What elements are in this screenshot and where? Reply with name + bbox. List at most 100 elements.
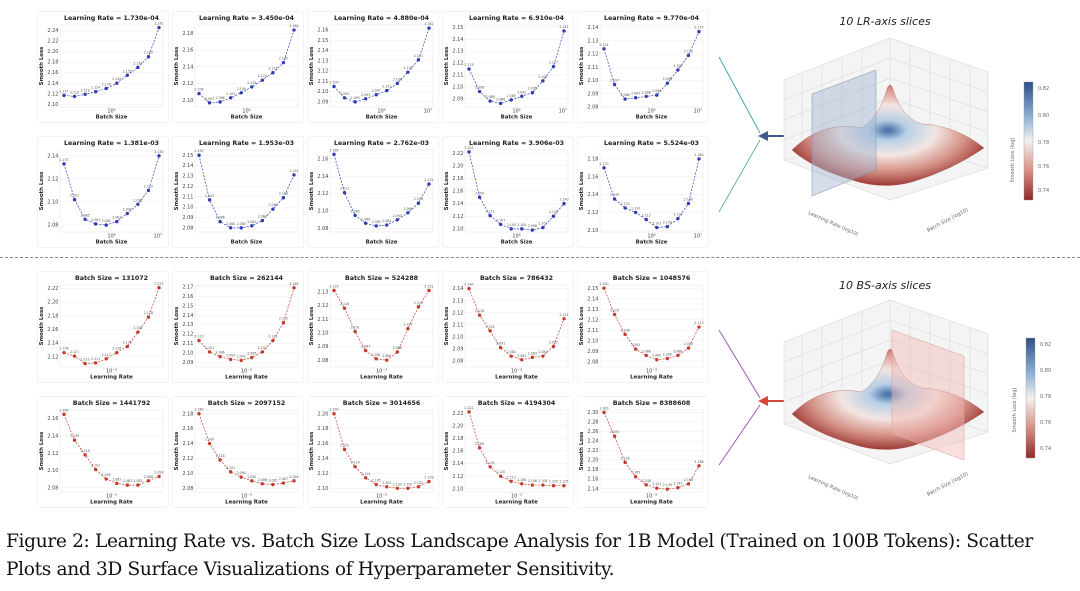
data-label: 2.222: [464, 406, 473, 410]
y-tick-label: 2.13: [587, 307, 598, 313]
chart-title: Batch Size = 786432: [480, 275, 553, 282]
data-point: [644, 94, 648, 99]
y-axis-label: Smooth Loss: [174, 47, 180, 86]
bs-connector-bottom: [718, 404, 761, 466]
data-point: [686, 482, 691, 486]
y-tick-label: 2.20: [317, 411, 328, 417]
data-point: [218, 100, 222, 104]
data-point: [197, 338, 201, 343]
svg-text:Smooth Loss (log): Smooth Loss (log): [1012, 387, 1018, 432]
data-point: [488, 99, 492, 103]
svg-text:0.82: 0.82: [1038, 86, 1049, 92]
data-label: 2.092: [549, 341, 558, 345]
data-point: [686, 346, 691, 350]
data-point: [406, 70, 410, 74]
x-tick-label: 10⁻³: [241, 494, 252, 500]
series-line: [63, 414, 160, 486]
data-point: [602, 410, 606, 415]
x-tick-label: 10⁶: [242, 109, 250, 115]
data-label: 2.092: [517, 90, 526, 94]
chart-svg: Learning Rate = 4.880e-042.092.102.112.1…: [309, 15, 434, 121]
bs-section-title: 10 BS-axis slices: [839, 279, 931, 292]
chart-svg: Batch Size = 1441792 2.08 2.10 2.12 2.14 2.16…: [39, 400, 164, 506]
data-point: [292, 286, 296, 290]
y-tick-label: 2.22: [452, 151, 463, 157]
y-tick-label: 2.15: [182, 153, 193, 159]
y-tick-label: 2.12: [47, 176, 58, 182]
data-label: 2.155: [123, 69, 132, 73]
svg-text:0.74: 0.74: [1040, 446, 1051, 452]
y-tick-label: 2.10: [317, 330, 328, 336]
y-tick-label: 2.10: [182, 350, 193, 356]
series-line: [468, 411, 564, 487]
data-label: 2.135: [70, 434, 79, 438]
chart-title: Learning Rate = 6.910e-04: [469, 15, 565, 22]
plot-area: [329, 24, 434, 108]
data-point: [146, 479, 151, 483]
data-point: [644, 353, 648, 358]
chart-svg: Batch Size = 786432 2.08 2.09 2.10 2.11 2.12 2…: [444, 275, 569, 381]
data-point: [602, 47, 606, 51]
data-point: [427, 182, 431, 186]
svg-text:0.74: 0.74: [1038, 188, 1049, 194]
data-label: 2.131: [289, 169, 298, 173]
data-label: 2.109: [414, 197, 423, 201]
data-label: 2.101: [258, 346, 267, 350]
data-label: 2.130: [102, 82, 111, 86]
data-label: 2.088: [486, 95, 495, 99]
y-tick-label: 2.12: [587, 52, 598, 58]
data-label: 2.132: [279, 317, 288, 321]
data-point: [218, 219, 222, 224]
data-point: [281, 60, 286, 65]
data-label: 2.094: [340, 92, 349, 96]
data-label: 2.133: [59, 158, 68, 162]
lr-colorbar: 0.82 0.80 0.78 0.76 0.74 Smooth Loss (lo…: [1010, 81, 1049, 201]
y-tick-label: 2.16: [182, 294, 193, 300]
data-point: [83, 217, 87, 221]
x-tick-label: 10⁻³: [646, 369, 657, 375]
data-point: [332, 84, 336, 89]
x-tick-label: 10⁶: [512, 109, 520, 115]
y-tick-label: 2.14: [452, 461, 463, 467]
data-point: [104, 86, 108, 91]
data-point: [427, 479, 431, 484]
data-point: [292, 479, 296, 483]
data-label: 2.107: [205, 194, 214, 198]
y-tick-label: 2.11: [587, 65, 598, 71]
data-point: [353, 464, 357, 469]
plot-area: [464, 24, 569, 108]
plot-area: [329, 149, 434, 233]
y-tick-label: 2.08: [587, 359, 598, 365]
data-point: [395, 350, 400, 354]
data-label: 2.112: [507, 475, 516, 479]
data-point: [83, 92, 87, 97]
y-tick-label: 2.13: [452, 298, 463, 304]
data-point: [146, 55, 151, 59]
data-point: [353, 329, 357, 334]
y-axis-label: Smooth Loss: [579, 307, 585, 346]
data-label: 2.080: [382, 354, 391, 358]
y-tick-label: 2.16: [452, 189, 463, 195]
y-tick-label: 2.14: [317, 456, 328, 462]
data-label: 2.101: [205, 346, 214, 350]
data-label: 2.142: [673, 482, 682, 486]
data-label: 2.090: [102, 473, 111, 477]
y-tick-label: 2.16: [587, 477, 598, 483]
data-label: 2.113: [268, 335, 277, 339]
y-tick-label: 2.10: [317, 486, 328, 492]
data-label: 2.178: [144, 311, 153, 315]
data-label: 2.083: [123, 479, 132, 483]
data-point: [125, 483, 130, 487]
y-tick-label: 2.14: [182, 441, 193, 447]
y-tick-label: 2.10: [182, 205, 193, 211]
bs-slice-8: Batch Size = 3014656 2.10 2.12 2.14 2.16 2.18…: [308, 397, 438, 507]
y-axis-label: Smooth Loss: [174, 307, 180, 346]
data-label: 2.126: [112, 347, 121, 351]
y-tick-label: 2.22: [587, 448, 598, 454]
data-label: 2.118: [475, 309, 484, 313]
y-tick-label: 2.08: [47, 485, 58, 491]
y-axis-label: Smooth Loss: [579, 47, 585, 86]
data-point: [353, 100, 357, 104]
data-label: 2.090: [289, 475, 298, 479]
data-label: 2.245: [154, 22, 163, 26]
